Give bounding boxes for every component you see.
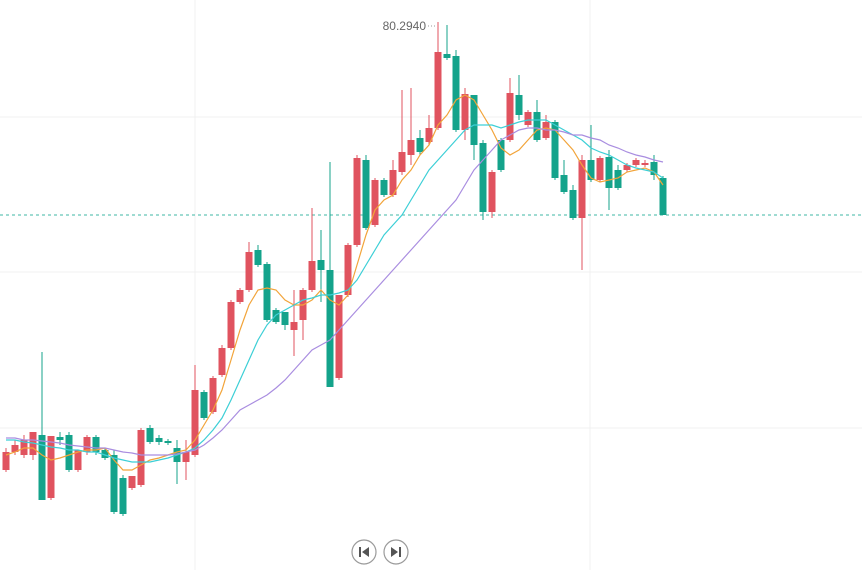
candle-body <box>245 252 253 290</box>
candle-body <box>488 172 496 212</box>
candle-body <box>470 95 478 145</box>
candle-body <box>587 160 595 180</box>
moving-average-line <box>6 127 664 456</box>
candle-body <box>524 112 532 125</box>
candle-body <box>155 438 163 442</box>
candle-body <box>272 310 280 322</box>
candle-body <box>659 178 667 215</box>
candle-body <box>407 140 415 155</box>
candle-body <box>569 190 577 218</box>
candle-body <box>344 245 352 295</box>
moving-average-line <box>6 119 664 463</box>
candle-body <box>92 437 100 452</box>
candle-body <box>596 158 604 180</box>
candle-body <box>353 158 361 245</box>
candle-body <box>200 392 208 418</box>
candle-body <box>83 437 91 452</box>
candle-body <box>119 478 127 514</box>
candle-body <box>515 95 523 115</box>
candle-body <box>398 152 406 172</box>
moving-average-line <box>5 94 664 471</box>
candle-body <box>560 175 568 192</box>
candle-body <box>533 112 541 140</box>
candle-body <box>506 93 514 140</box>
candle-body <box>578 160 586 218</box>
candle-body <box>182 452 190 462</box>
next-button[interactable] <box>383 539 409 565</box>
candle-body <box>11 445 19 452</box>
plot-area: 80.2940 <box>0 19 862 516</box>
candle-body <box>74 450 82 470</box>
previous-button[interactable] <box>351 539 377 565</box>
candle-body <box>191 390 199 455</box>
candle-body <box>101 450 109 458</box>
candle-body <box>38 435 46 500</box>
candle-body <box>434 52 442 128</box>
candle-body <box>623 165 631 170</box>
candle-body <box>137 430 145 485</box>
high-annotation: 80.2940 <box>383 19 427 33</box>
candle-body <box>650 162 658 175</box>
candle-body <box>110 455 118 512</box>
candle-body <box>362 160 370 228</box>
candle-body <box>47 436 55 498</box>
candle-body <box>461 94 469 130</box>
candle-body <box>614 170 622 188</box>
candle-body <box>425 128 433 142</box>
candle-body <box>416 138 424 152</box>
candle-body <box>65 435 73 470</box>
candle-body <box>632 160 640 165</box>
candle-body <box>317 260 325 270</box>
candle-body <box>281 312 289 325</box>
candle-body <box>263 264 271 320</box>
candle-body <box>290 322 298 330</box>
candle-body <box>146 428 154 442</box>
candle-body <box>452 56 460 130</box>
candle-body <box>308 261 316 290</box>
candle-body <box>479 143 487 212</box>
candle-body <box>164 441 172 443</box>
candle-body <box>56 437 64 440</box>
candle-body <box>335 295 343 378</box>
candle-body <box>605 157 613 188</box>
candle-body <box>641 163 649 165</box>
candle-body <box>218 348 226 375</box>
candle-body <box>227 302 235 348</box>
candle-body <box>551 122 559 178</box>
candle-body <box>371 180 379 225</box>
candle-body <box>389 170 397 195</box>
candle-body <box>380 180 388 195</box>
candle-body <box>254 250 262 265</box>
candle-body <box>497 140 505 170</box>
candle-body <box>326 270 334 387</box>
candle-body <box>443 54 451 58</box>
candle-body <box>2 452 10 470</box>
candle-body <box>236 290 244 302</box>
candle-body <box>128 476 136 488</box>
candle-body <box>209 378 217 412</box>
